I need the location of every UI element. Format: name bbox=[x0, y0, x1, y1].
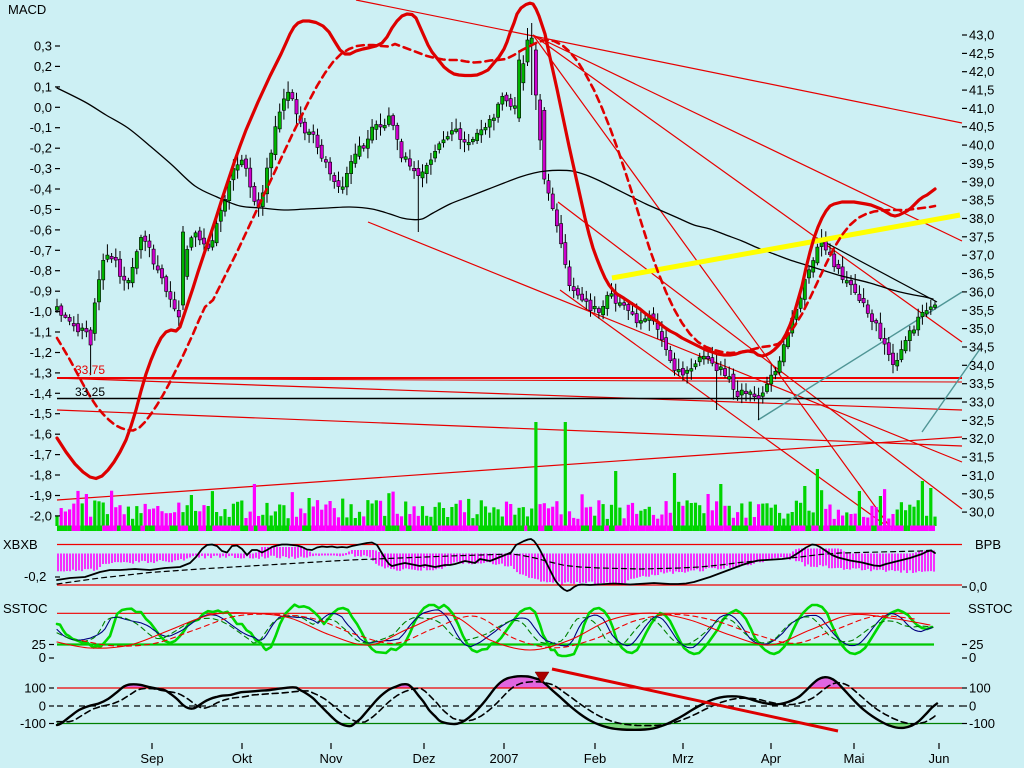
svg-text:39,5: 39,5 bbox=[969, 156, 994, 171]
svg-text:-1,7: -1,7 bbox=[30, 447, 52, 462]
svg-text:35,0: 35,0 bbox=[969, 321, 994, 336]
svg-text:Okt: Okt bbox=[232, 751, 253, 766]
svg-text:38,5: 38,5 bbox=[969, 193, 994, 208]
svg-text:2007: 2007 bbox=[490, 751, 519, 766]
svg-text:0: 0 bbox=[969, 699, 976, 714]
svg-text:33,5: 33,5 bbox=[969, 376, 994, 391]
svg-text:SSTOC: SSTOC bbox=[3, 601, 48, 616]
svg-text:-1,6: -1,6 bbox=[30, 427, 52, 442]
svg-text:-0,6: -0,6 bbox=[30, 222, 52, 237]
svg-text:0,0: 0,0 bbox=[34, 100, 52, 115]
svg-text:Mrz: Mrz bbox=[672, 751, 694, 766]
svg-text:37,0: 37,0 bbox=[969, 248, 994, 263]
svg-text:38,0: 38,0 bbox=[969, 211, 994, 226]
svg-text:-1,3: -1,3 bbox=[30, 365, 52, 380]
svg-text:-1,0: -1,0 bbox=[30, 304, 52, 319]
svg-text:-2,0: -2,0 bbox=[30, 508, 52, 523]
svg-text:43,0: 43,0 bbox=[969, 28, 994, 43]
svg-text:33,75: 33,75 bbox=[75, 363, 105, 377]
svg-text:0,2: 0,2 bbox=[34, 59, 52, 74]
svg-text:-100: -100 bbox=[969, 716, 995, 731]
svg-text:-0,3: -0,3 bbox=[30, 161, 52, 176]
svg-text:Jun: Jun bbox=[929, 751, 950, 766]
svg-text:-1,8: -1,8 bbox=[30, 468, 52, 483]
svg-text:30,0: 30,0 bbox=[969, 505, 994, 520]
svg-text:-0,9: -0,9 bbox=[30, 284, 52, 299]
svg-text:0,3: 0,3 bbox=[34, 39, 52, 54]
svg-text:40,0: 40,0 bbox=[969, 138, 994, 153]
svg-text:41,0: 41,0 bbox=[969, 101, 994, 116]
svg-text:Sep: Sep bbox=[140, 751, 163, 766]
svg-text:100: 100 bbox=[969, 681, 991, 696]
svg-text:-0,8: -0,8 bbox=[30, 263, 52, 278]
svg-text:-1,4: -1,4 bbox=[30, 386, 52, 401]
svg-text:Dez: Dez bbox=[412, 751, 435, 766]
svg-text:42,0: 42,0 bbox=[969, 64, 994, 79]
svg-text:-100: -100 bbox=[20, 716, 46, 731]
svg-text:-0,4: -0,4 bbox=[30, 182, 52, 197]
svg-text:-0,7: -0,7 bbox=[30, 243, 52, 258]
svg-text:34,5: 34,5 bbox=[969, 340, 994, 355]
svg-text:Feb: Feb bbox=[584, 751, 606, 766]
svg-text:-1,9: -1,9 bbox=[30, 488, 52, 503]
svg-text:31,5: 31,5 bbox=[969, 450, 994, 465]
svg-text:40,5: 40,5 bbox=[969, 119, 994, 134]
svg-text:30,5: 30,5 bbox=[969, 486, 994, 501]
svg-text:33,0: 33,0 bbox=[969, 395, 994, 410]
svg-text:-1,2: -1,2 bbox=[30, 345, 52, 360]
svg-text:0: 0 bbox=[39, 650, 46, 665]
svg-text:32,0: 32,0 bbox=[969, 431, 994, 446]
svg-text:36,5: 36,5 bbox=[969, 266, 994, 281]
svg-text:-0,1: -0,1 bbox=[30, 120, 52, 135]
svg-text:0: 0 bbox=[969, 650, 976, 665]
svg-text:37,5: 37,5 bbox=[969, 229, 994, 244]
svg-text:MACD: MACD bbox=[8, 2, 46, 17]
svg-text:39,0: 39,0 bbox=[969, 174, 994, 189]
svg-text:-0,5: -0,5 bbox=[30, 202, 52, 217]
svg-text:100: 100 bbox=[24, 681, 46, 696]
svg-text:33,25: 33,25 bbox=[75, 385, 105, 399]
svg-text:-1,5: -1,5 bbox=[30, 406, 52, 421]
svg-text:0: 0 bbox=[39, 699, 46, 714]
svg-text:31,0: 31,0 bbox=[969, 468, 994, 483]
svg-text:Nov: Nov bbox=[319, 751, 343, 766]
svg-text:41,5: 41,5 bbox=[969, 83, 994, 98]
svg-text:0,1: 0,1 bbox=[34, 79, 52, 94]
svg-text:35,5: 35,5 bbox=[969, 303, 994, 318]
svg-text:42,5: 42,5 bbox=[969, 46, 994, 61]
svg-text:-1,1: -1,1 bbox=[30, 325, 52, 340]
svg-text:-0,2: -0,2 bbox=[30, 141, 52, 156]
svg-text:25: 25 bbox=[32, 637, 46, 652]
svg-text:36,0: 36,0 bbox=[969, 284, 994, 299]
svg-text:0,0: 0,0 bbox=[969, 579, 987, 594]
svg-text:25: 25 bbox=[969, 637, 983, 652]
svg-text:BPB: BPB bbox=[975, 537, 1001, 552]
svg-text:Mai: Mai bbox=[844, 751, 865, 766]
svg-text:32,5: 32,5 bbox=[969, 413, 994, 428]
svg-text:SSTOC: SSTOC bbox=[968, 601, 1013, 616]
svg-text:XBXB: XBXB bbox=[3, 537, 38, 552]
svg-text:34,0: 34,0 bbox=[969, 358, 994, 373]
svg-text:-0,2: -0,2 bbox=[24, 569, 46, 584]
svg-text:Apr: Apr bbox=[761, 751, 782, 766]
